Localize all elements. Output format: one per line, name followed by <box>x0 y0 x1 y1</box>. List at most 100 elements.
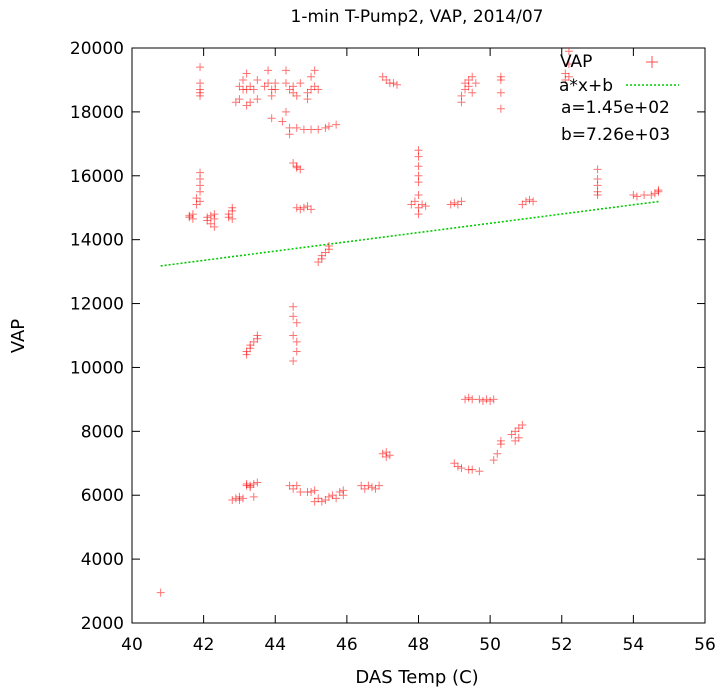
data-point <box>321 123 330 132</box>
data-point <box>489 395 498 404</box>
data-point <box>446 200 455 209</box>
data-point <box>514 424 523 433</box>
data-point <box>647 190 656 199</box>
data-point <box>224 210 233 219</box>
data-point <box>507 430 516 439</box>
data-point <box>632 192 641 201</box>
data-point <box>654 186 663 195</box>
y-tick-label: 20000 <box>70 39 124 59</box>
annotation-a: a=1.45e+02 <box>561 98 670 118</box>
scatter-points-layer <box>156 47 663 597</box>
data-point <box>378 449 387 458</box>
data-point <box>196 168 205 177</box>
data-point <box>324 122 333 131</box>
data-point <box>457 464 466 473</box>
data-point <box>267 114 276 123</box>
data-point <box>496 104 505 113</box>
data-point <box>382 448 391 457</box>
data-point <box>292 203 301 212</box>
data-point <box>414 210 423 219</box>
data-point <box>593 174 602 183</box>
data-point <box>307 125 316 134</box>
data-point <box>249 337 258 346</box>
data-point <box>450 198 459 207</box>
data-point <box>317 251 326 260</box>
data-point <box>471 79 480 88</box>
data-point <box>482 395 491 404</box>
data-point <box>496 436 505 445</box>
x-tick-label: 42 <box>193 635 215 655</box>
data-point <box>461 395 470 404</box>
y-tick-label: 8000 <box>81 422 124 442</box>
data-point <box>468 72 477 81</box>
data-point <box>289 159 298 167</box>
data-point <box>242 350 251 359</box>
data-point <box>289 331 298 340</box>
data-point <box>285 85 294 94</box>
y-tick-label: 12000 <box>70 295 124 315</box>
data-point <box>289 484 298 493</box>
legend-label-fit: a*x+b <box>559 76 613 96</box>
data-point <box>489 456 498 465</box>
data-point <box>475 395 484 404</box>
data-point <box>464 82 473 91</box>
data-point <box>310 486 319 495</box>
data-point <box>514 433 523 442</box>
data-point <box>307 488 316 497</box>
x-tick-label: 50 <box>479 635 501 655</box>
data-point <box>450 459 459 468</box>
data-point <box>285 481 294 490</box>
data-point <box>299 125 308 134</box>
data-point <box>196 197 205 206</box>
data-point <box>310 497 319 506</box>
data-point <box>561 69 570 78</box>
x-axis-label: DAS Temp (C) <box>355 667 478 688</box>
x-axis: 40 42 44 46 48 50 52 54 56 <box>121 48 716 655</box>
data-point <box>242 480 251 489</box>
data-point <box>414 190 423 199</box>
y-tick-label: 10000 <box>70 358 124 378</box>
data-point <box>289 302 298 311</box>
data-point <box>307 85 316 94</box>
data-point <box>650 189 659 198</box>
data-point <box>278 117 287 126</box>
data-point <box>321 496 330 505</box>
legend-label-vap: VAP <box>560 52 592 72</box>
data-point <box>486 396 495 405</box>
data-point <box>235 95 244 104</box>
data-point <box>496 88 505 97</box>
data-point <box>414 152 423 161</box>
data-point <box>296 165 305 174</box>
data-point <box>285 130 294 139</box>
data-point <box>367 483 376 492</box>
data-point <box>239 494 248 503</box>
data-point <box>382 75 391 84</box>
data-point <box>249 85 258 94</box>
y-tick-label: 2000 <box>81 614 124 634</box>
data-point <box>289 357 298 366</box>
data-point <box>385 451 394 460</box>
data-point <box>407 200 416 209</box>
data-point <box>185 211 194 220</box>
data-point <box>228 206 237 215</box>
x-tick-label: 54 <box>623 635 645 655</box>
data-point <box>421 202 430 211</box>
data-point <box>321 248 330 257</box>
data-point <box>292 337 301 346</box>
data-point <box>335 488 344 497</box>
data-point <box>253 75 262 84</box>
data-point <box>529 197 538 206</box>
y-tick-label: 6000 <box>81 486 124 506</box>
data-point <box>210 210 219 219</box>
data-point <box>292 123 301 132</box>
data-point <box>629 190 638 199</box>
data-point <box>196 63 205 72</box>
data-point <box>453 462 462 471</box>
annotation-b: b=7.26e+03 <box>561 125 670 145</box>
data-point <box>203 216 212 225</box>
data-point <box>235 82 244 91</box>
data-point <box>188 210 197 219</box>
data-point <box>296 79 305 88</box>
data-point <box>324 492 333 501</box>
data-point <box>324 242 333 251</box>
